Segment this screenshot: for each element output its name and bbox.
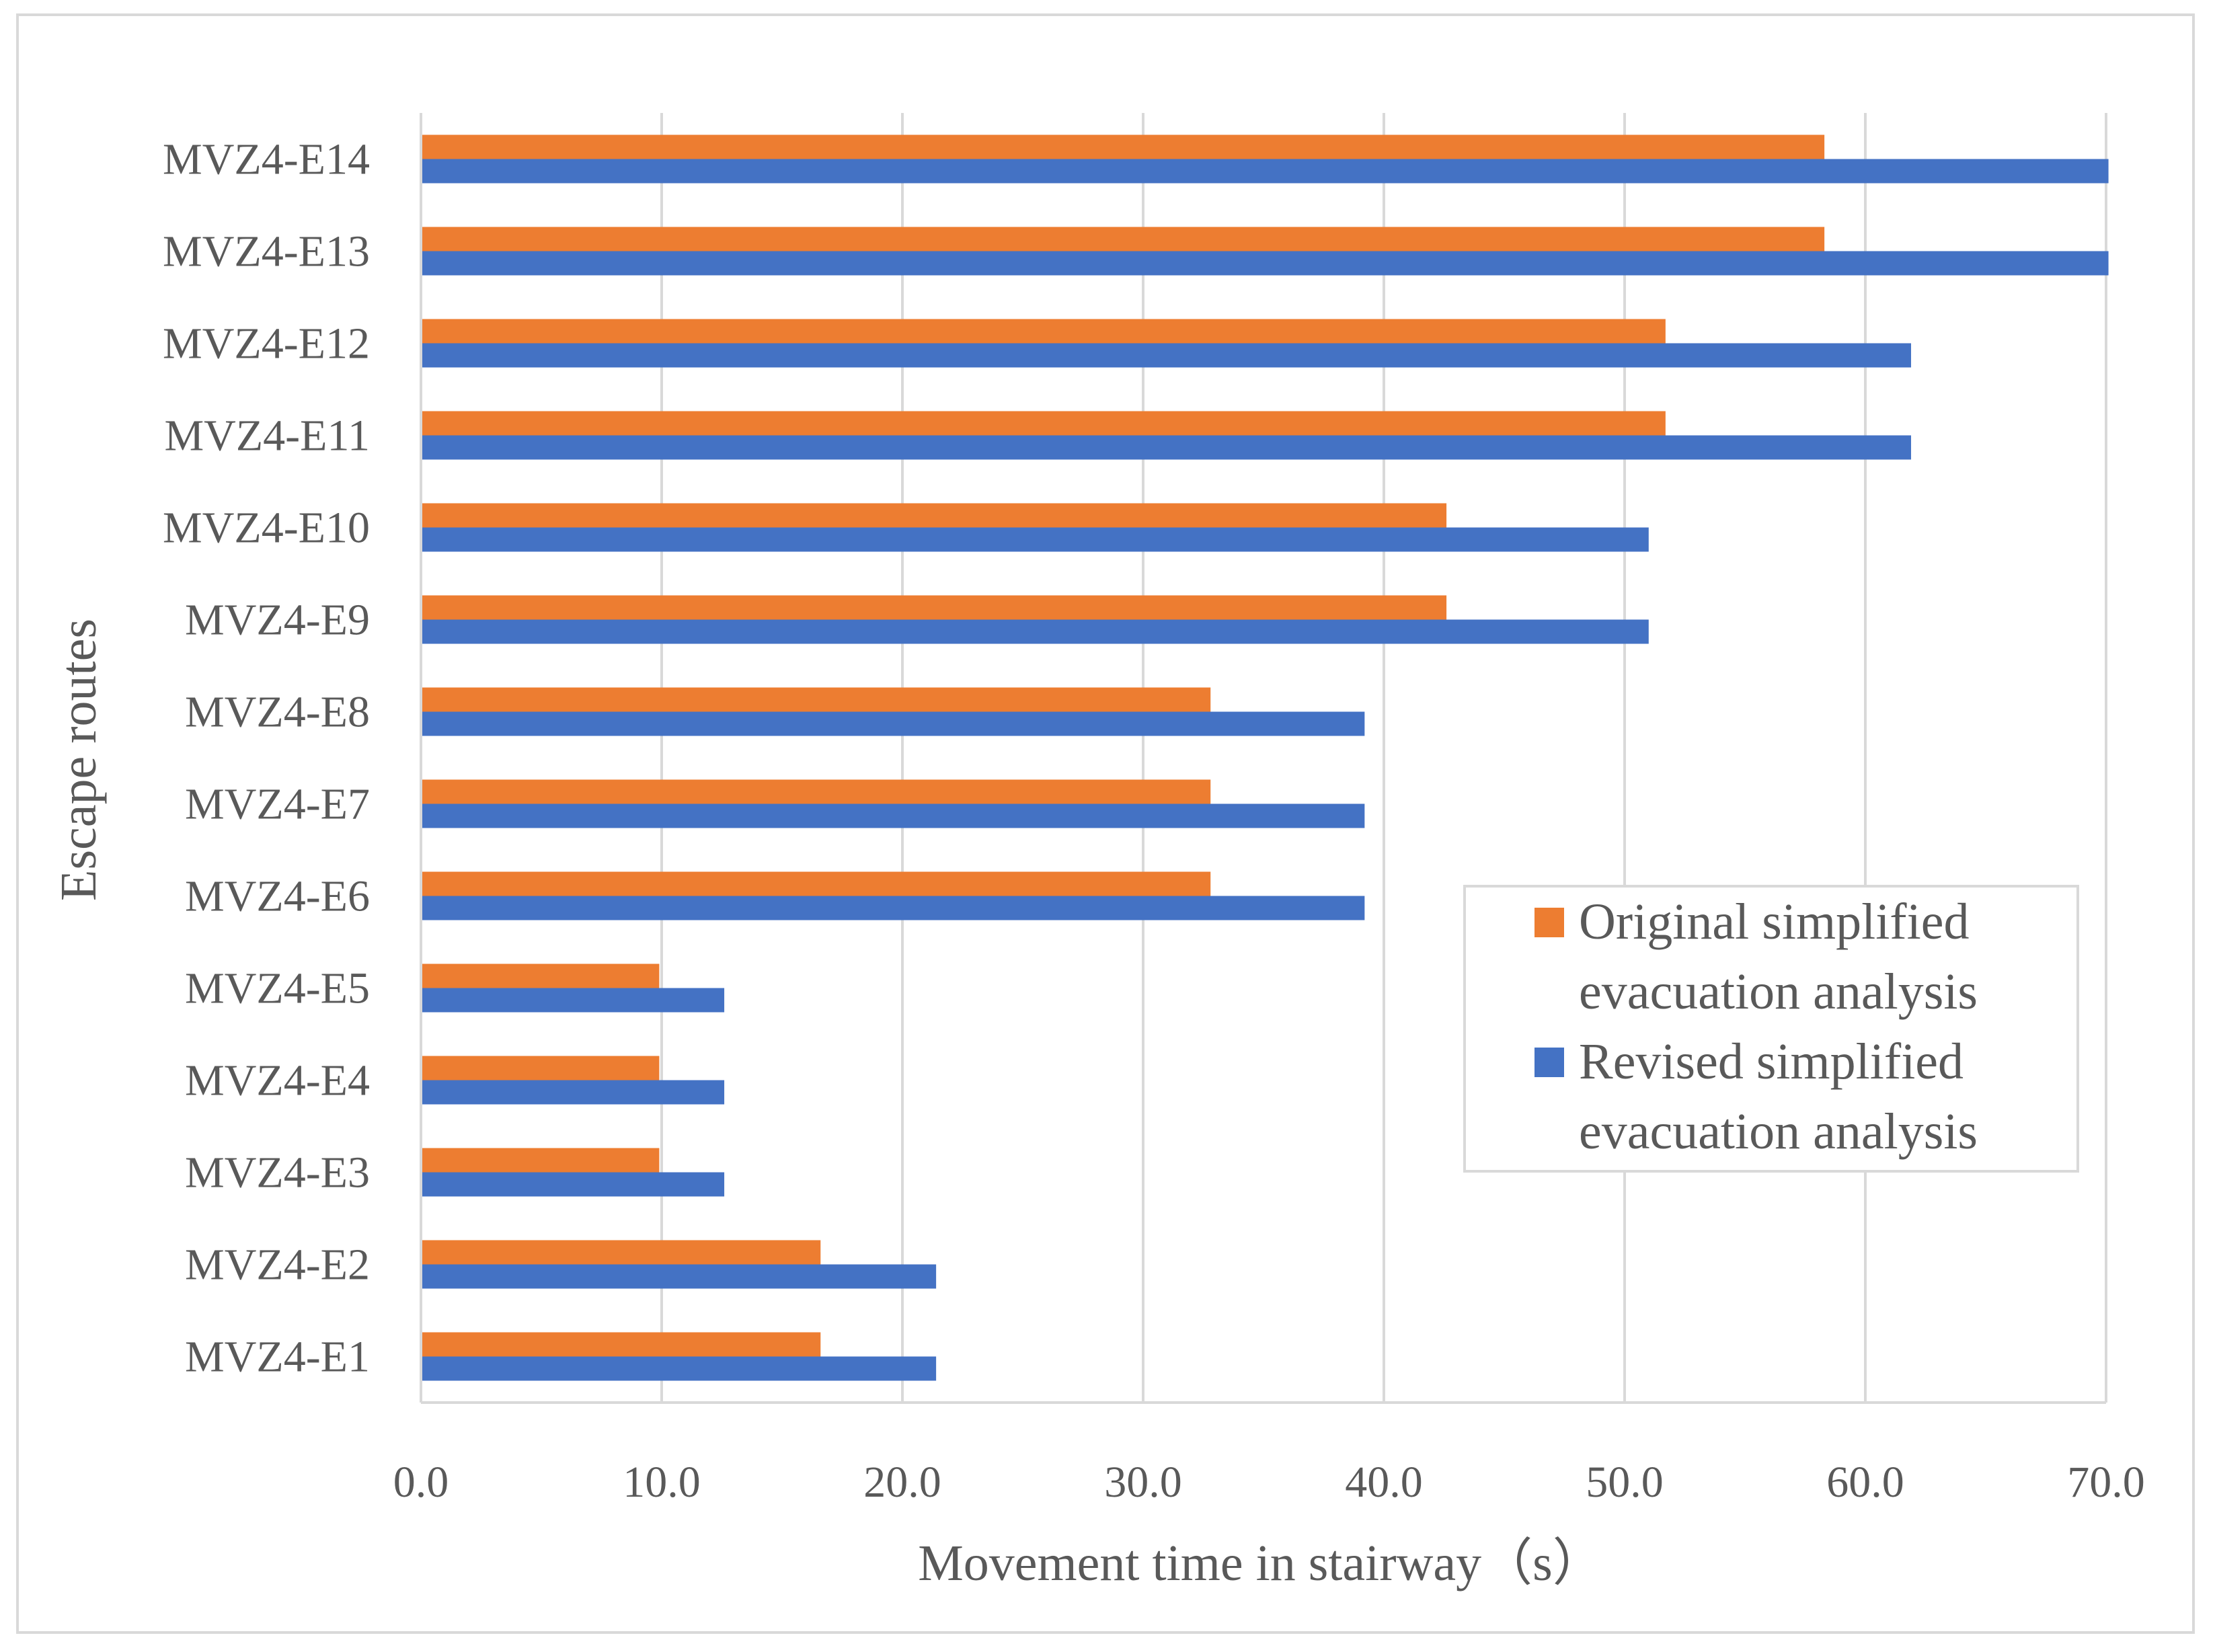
y-tick-label: MVZ4-E5 xyxy=(185,964,370,1013)
bar-mvz4-e2-revised xyxy=(421,1264,937,1289)
x-tick-label: 50.0 xyxy=(1586,1458,1664,1507)
bar-mvz4-e8-original xyxy=(421,687,1211,712)
bar-mvz4-e13-original xyxy=(421,227,1825,251)
x-tick-label: 30.0 xyxy=(1104,1458,1182,1507)
y-tick-label: MVZ4-E9 xyxy=(185,596,370,645)
x-tick-label: 40.0 xyxy=(1345,1458,1423,1507)
bars xyxy=(421,134,2109,1381)
x-axis-title: Movement time in stairway（s） xyxy=(918,1535,1604,1591)
y-tick-label: MVZ4-E13 xyxy=(163,227,370,276)
legend: Original simplified evacuation analysis Re… xyxy=(1463,885,2079,1173)
bar-mvz4-e13-revised xyxy=(421,251,2109,276)
y-axis-title: Escape routes xyxy=(50,619,107,901)
legend-box xyxy=(1463,885,2079,1173)
legend-label-revised: evacuation analysis xyxy=(1579,1103,1978,1160)
x-tick-label: 70.0 xyxy=(2067,1458,2145,1507)
bar-mvz4-e9-original xyxy=(421,595,1447,620)
y-tick-label: MVZ4-E1 xyxy=(185,1333,370,1382)
legend-label-original: evacuation analysis xyxy=(1579,963,1978,1020)
y-tick-label: MVZ4-E6 xyxy=(185,872,370,921)
y-tick-label: MVZ4-E3 xyxy=(185,1148,370,1197)
bar-mvz4-e14-revised xyxy=(421,159,2109,184)
x-tick-label: 60.0 xyxy=(1826,1458,1904,1507)
bar-mvz4-e11-revised xyxy=(421,435,1912,460)
legend-label-original: Original simplified xyxy=(1579,894,1969,950)
y-tick-label: MVZ4-E14 xyxy=(163,135,370,184)
bar-mvz4-e10-original xyxy=(421,503,1447,528)
bar-mvz4-e14-original xyxy=(421,134,1825,159)
bar-mvz4-e12-revised xyxy=(421,343,1912,368)
bar-mvz4-e1-original xyxy=(421,1332,821,1357)
bar-mvz4-e4-revised xyxy=(421,1080,725,1105)
y-tick-label: MVZ4-E7 xyxy=(185,780,370,829)
legend-swatch-original xyxy=(1534,908,1564,937)
bar-mvz4-e1-revised xyxy=(421,1356,937,1381)
legend-label-revised: Revised simplified xyxy=(1579,1033,1964,1090)
bar-mvz4-e11-original xyxy=(421,411,1666,436)
y-tick-label: MVZ4-E11 xyxy=(164,411,370,461)
axes xyxy=(420,113,2106,1404)
bar-mvz4-e6-revised xyxy=(421,896,1365,920)
bar-mvz4-e6-original xyxy=(421,871,1211,896)
x-tick-label: 20.0 xyxy=(863,1458,941,1507)
legend-swatch-revised xyxy=(1534,1048,1564,1077)
bar-mvz4-e9-revised xyxy=(421,619,1649,644)
x-tick-label: 0.0 xyxy=(393,1458,449,1507)
bar-mvz4-e5-revised xyxy=(421,988,725,1013)
bar-mvz4-e7-original xyxy=(421,779,1211,804)
bar-mvz4-e2-original xyxy=(421,1240,821,1265)
x-tick-labels: 0.0 10.0 20.0 30.0 40.0 50.0 60.0 70.0 xyxy=(393,1458,2145,1507)
gridlines xyxy=(660,113,2107,1403)
y-tick-label: MVZ4-E12 xyxy=(163,319,370,368)
y-tick-label: MVZ4-E4 xyxy=(185,1056,370,1105)
y-tick-label: MVZ4-E2 xyxy=(185,1241,370,1290)
x-tick-label: 10.0 xyxy=(623,1458,701,1507)
y-tick-labels: MVZ4-E1 MVZ4-E2 MVZ4-E3 MVZ4-E4 MVZ4-E5 MVZ4-… xyxy=(163,135,370,1382)
bar-mvz4-e10-revised xyxy=(421,527,1649,552)
bar-mvz4-e8-revised xyxy=(421,711,1365,736)
bar-mvz4-e3-original xyxy=(421,1148,660,1173)
bar-mvz4-e12-original xyxy=(421,319,1666,344)
bar-mvz4-e4-original xyxy=(421,1056,660,1080)
bar-mvz4-e3-revised xyxy=(421,1172,725,1197)
y-tick-label: MVZ4-E8 xyxy=(185,688,370,737)
bar-mvz4-e7-revised xyxy=(421,803,1365,828)
y-tick-label: MVZ4-E10 xyxy=(163,504,370,553)
bar-mvz4-e5-original xyxy=(421,963,660,988)
